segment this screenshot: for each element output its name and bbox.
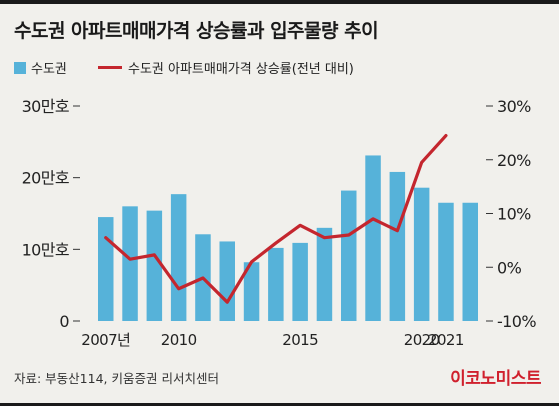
legend-line-label: 수도권 아파트매매가격 상승률(전년 대비)	[128, 62, 354, 77]
bar-2020	[413, 187, 430, 321]
bar-2013	[243, 262, 260, 321]
bar-2018	[365, 155, 381, 321]
x-tick-label-2015: 2015	[282, 331, 318, 349]
x-tick-label-2021: 2021	[428, 331, 464, 349]
bar-2015	[292, 242, 308, 321]
left-tick-label: 20만호	[22, 169, 69, 188]
bar-2008	[122, 206, 138, 321]
bottom-rule	[0, 403, 559, 406]
legend-item-line: 수도권 아파트매매가격 상승률(전년 대비)	[98, 58, 354, 77]
legend-item-bar: 수도권	[14, 58, 67, 77]
left-tick-label: 0	[59, 312, 69, 331]
chart-title: 수도권 아파트매매가격 상승률과 입주물량 추이	[14, 20, 379, 42]
right-tick-label: 10%	[497, 205, 531, 224]
right-tick-label: 0%	[497, 258, 522, 277]
bar-2010	[170, 194, 187, 321]
bar-2016	[316, 227, 333, 321]
right-tick-label: 20%	[497, 151, 531, 170]
bar-2022	[462, 202, 478, 321]
bar-2014	[268, 247, 284, 321]
source-note: 자료: 부동산114, 키움증권 리서치센터	[14, 371, 219, 386]
x-tick-label-2020: 2020	[404, 331, 440, 349]
bar-2009	[146, 210, 163, 321]
bar-2012	[219, 241, 235, 321]
bar-2007	[98, 217, 114, 321]
right-tick-label: -10%	[497, 312, 536, 331]
x-tick-label-2007: 2007년	[81, 331, 130, 349]
legend-bar-swatch	[14, 61, 26, 74]
legend-bar-label: 수도권	[31, 62, 67, 77]
x-tick-label-2010: 2010	[161, 331, 197, 349]
top-rule	[0, 0, 559, 4]
legend-line-swatch	[98, 66, 122, 69]
bar-2017	[341, 190, 357, 321]
right-tick-label: 30%	[497, 97, 531, 116]
publisher-logo: 이코노미스트	[450, 369, 541, 389]
bar-2021	[438, 202, 454, 321]
left-tick-label: 10만호	[22, 240, 69, 259]
bar-2019	[389, 171, 406, 321]
rate-line	[104, 133, 448, 304]
left-tick-label: 30만호	[22, 97, 69, 116]
